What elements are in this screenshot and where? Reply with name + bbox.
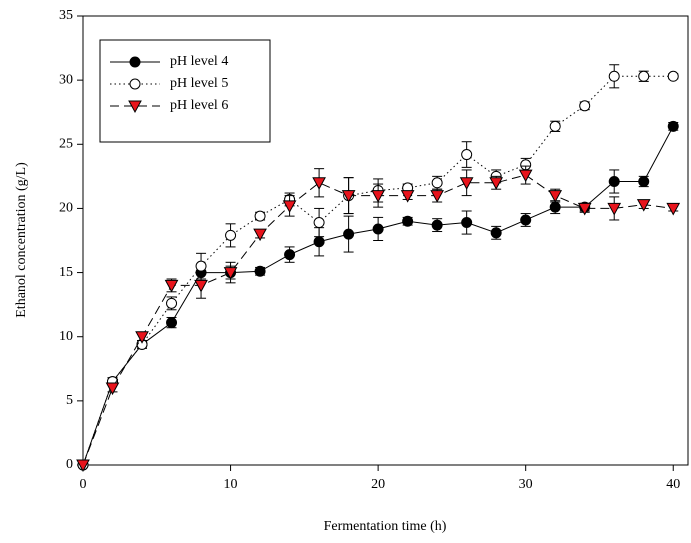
- legend-marker: [129, 56, 141, 68]
- data-point: [430, 190, 444, 203]
- data-point: [607, 202, 622, 216]
- data-point: [313, 217, 325, 229]
- legend-label: pH level 5: [170, 76, 228, 91]
- data-point: [608, 175, 620, 187]
- y-tick-label: 5: [66, 393, 73, 408]
- y-tick-label: 35: [59, 8, 73, 23]
- data-point: [372, 223, 384, 235]
- data-point: [667, 70, 679, 82]
- legend-marker: [128, 100, 142, 114]
- data-point: [402, 215, 414, 227]
- y-tick-label: 10: [59, 329, 73, 344]
- x-tick-label: 10: [224, 477, 238, 492]
- data-point: [636, 199, 651, 212]
- data-point: [461, 217, 473, 229]
- data-point: [254, 265, 266, 277]
- y-axis-label: Ethanol concentration (g/L): [14, 162, 29, 318]
- data-point: [76, 459, 90, 473]
- data-point: [638, 175, 650, 187]
- data-point: [254, 210, 266, 222]
- data-point: [431, 177, 443, 189]
- data-point: [489, 177, 504, 190]
- plot-frame: [82, 15, 689, 466]
- data-point: [312, 177, 326, 190]
- y-tick-label: 25: [59, 137, 73, 152]
- data-point: [135, 331, 149, 344]
- series-line: [82, 75, 674, 466]
- legend-label: pH level 4: [170, 54, 228, 69]
- y-tick-label: 15: [59, 265, 73, 280]
- data-point: [253, 228, 267, 242]
- data-point: [548, 190, 563, 203]
- x-tick-label: 40: [666, 477, 680, 492]
- legend-box: [99, 39, 271, 143]
- data-point: [577, 202, 592, 216]
- legend-label: pH level 6: [170, 98, 228, 113]
- data-point: [284, 249, 296, 261]
- data-point: [343, 228, 355, 240]
- x-axis-label: Fermentation time (h): [324, 519, 447, 534]
- y-tick-label: 0: [66, 457, 73, 472]
- data-point: [608, 70, 620, 82]
- data-point: [518, 169, 533, 183]
- legend-marker: [129, 78, 141, 90]
- data-point: [371, 190, 385, 203]
- data-point: [666, 202, 681, 216]
- series-line: [82, 126, 674, 466]
- data-point: [223, 267, 238, 280]
- x-tick-label: 20: [371, 477, 385, 492]
- data-point: [520, 214, 532, 226]
- data-point: [164, 279, 179, 293]
- data-point: [194, 279, 208, 293]
- data-point: [549, 201, 561, 213]
- data-point: [431, 219, 443, 231]
- y-tick-label: 30: [59, 72, 73, 87]
- data-point: [549, 120, 561, 132]
- data-point: [490, 227, 502, 239]
- data-point: [166, 297, 178, 309]
- data-point: [105, 382, 120, 396]
- data-point: [282, 200, 297, 213]
- x-tick-label: 30: [519, 477, 533, 492]
- x-tick-label: 0: [80, 477, 87, 492]
- data-point: [667, 120, 679, 132]
- data-point: [195, 260, 207, 272]
- data-point: [166, 317, 178, 329]
- data-point: [579, 100, 591, 112]
- data-point: [638, 70, 650, 82]
- data-point: [400, 190, 415, 203]
- y-tick-label: 20: [59, 201, 73, 216]
- data-point: [225, 229, 237, 241]
- data-point: [341, 190, 356, 203]
- data-point: [313, 236, 325, 248]
- data-point: [461, 149, 473, 161]
- data-point: [459, 177, 474, 190]
